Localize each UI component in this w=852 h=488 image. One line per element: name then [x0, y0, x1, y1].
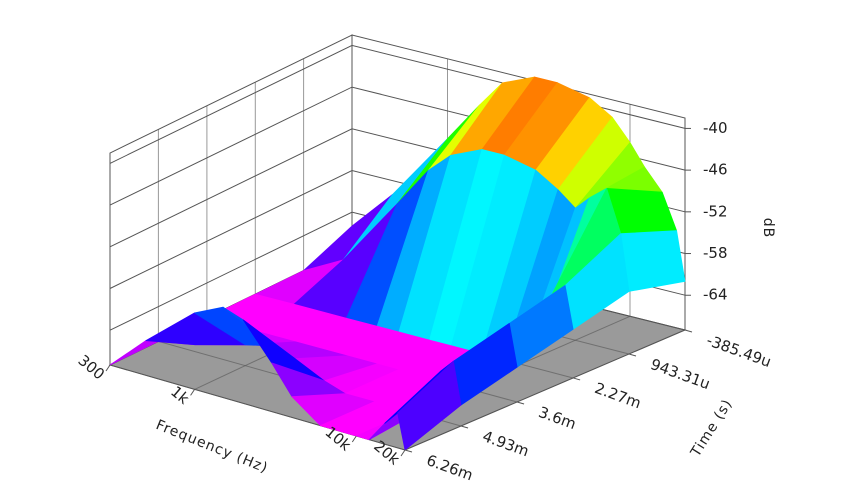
x-tick: [105, 364, 111, 372]
surface: [109, 76, 686, 451]
x-tick: [351, 435, 357, 443]
y-tick-label: 3.6m: [536, 403, 578, 433]
y-tick: [516, 401, 525, 405]
z-tick-label: -52: [703, 202, 728, 220]
y-tick-label: 2.27m: [592, 379, 643, 412]
y-tick: [572, 377, 581, 381]
y-tick: [404, 449, 413, 453]
y-tick-label: 4.93m: [480, 427, 531, 460]
z-tick-label: -40: [703, 119, 728, 137]
x-axis-title: Frequency (Hz): [154, 417, 271, 477]
y-tick-label: -385.49u: [704, 331, 773, 371]
surface-cell: [620, 230, 686, 292]
y-tick: [628, 353, 637, 357]
z-tick-label: -64: [703, 286, 728, 304]
y-tick-label: 943.31u: [648, 355, 712, 393]
z-tick-label: -58: [703, 244, 728, 262]
y-tick: [460, 425, 469, 429]
z-axis-title: dB: [760, 218, 776, 239]
y-tick: [684, 329, 693, 333]
x-tick-label: 300: [75, 351, 109, 383]
y-axis-title: Time (s): [687, 396, 736, 460]
x-tick: [400, 449, 406, 457]
z-tick-label: -46: [703, 161, 728, 179]
x-tick: [190, 389, 195, 396]
y-tick-label: 6.26m: [424, 451, 475, 484]
